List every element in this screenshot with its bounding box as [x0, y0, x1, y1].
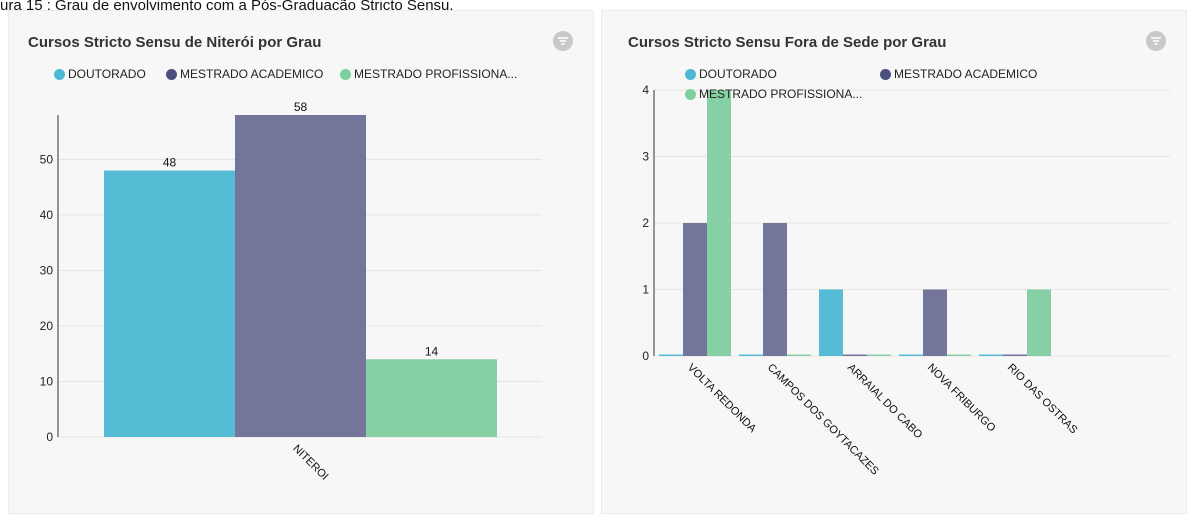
filter-icon[interactable] — [1146, 31, 1166, 51]
y-tick-label: 0 — [642, 349, 649, 363]
y-tick-label: 30 — [40, 263, 54, 277]
x-tick-label: NOVA FRIBURGO — [925, 362, 998, 435]
bar — [787, 354, 811, 356]
x-tick-label: RIO DAS OSTRAS — [1005, 362, 1080, 437]
y-tick-label: 4 — [642, 83, 649, 97]
legend-marker — [340, 68, 351, 80]
bar — [1003, 354, 1027, 356]
bar — [819, 289, 843, 356]
bar — [843, 354, 867, 356]
bar — [923, 289, 947, 356]
bar — [366, 359, 497, 437]
data-label: 58 — [294, 100, 308, 114]
data-label: 14 — [425, 344, 439, 358]
legend-item-doutorado[interactable]: DOUTORADO — [54, 67, 146, 81]
y-tick-label: 20 — [40, 319, 54, 333]
y-tick-label: 1 — [642, 283, 649, 297]
x-tick-label: NITEROI — [290, 443, 330, 483]
y-tick-label: 50 — [40, 152, 54, 166]
chart-panel-fora-de-sede: Cursos Stricto Sensu Fora de Sede por Gr… — [601, 10, 1187, 514]
bar — [899, 354, 923, 356]
legend-label: MESTRADO ACADEMICO — [180, 67, 324, 81]
bar — [707, 90, 731, 356]
chart-panel-niteroi: Cursos Stricto Sensu de Niterói por Grau… — [8, 10, 594, 514]
legend-marker — [166, 68, 177, 80]
legend-item-mestrado-profissional[interactable]: MESTRADO PROFISSIONA... — [685, 87, 862, 101]
bar — [659, 354, 683, 356]
chart-title: Cursos Stricto Sensu Fora de Sede por Gr… — [628, 34, 947, 51]
legend-label: MESTRADO ACADEMICO — [894, 67, 1038, 81]
legend-label: DOUTORADO — [699, 67, 777, 81]
bar — [235, 115, 366, 437]
y-tick-label: 40 — [40, 208, 54, 222]
legend-marker — [685, 68, 696, 80]
y-tick-label: 2 — [642, 216, 649, 230]
bar — [763, 223, 787, 356]
bar-chart-niteroi: 0 10 20 30 40 50 48 58 14 NITEROI — [40, 100, 542, 483]
legend-item-doutorado[interactable]: DOUTORADO — [685, 67, 777, 81]
bar — [947, 354, 971, 356]
bar — [867, 354, 891, 356]
bar — [739, 354, 763, 356]
x-tick-label: ARRAIAL DO CABO — [845, 362, 925, 442]
data-label: 48 — [163, 156, 177, 170]
legend-label: MESTRADO PROFISSIONA... — [354, 67, 518, 81]
legend-item-mestrado-profissional[interactable]: MESTRADO PROFISSIONA... — [340, 67, 517, 81]
y-tick-label: 3 — [642, 150, 649, 164]
bar — [104, 170, 235, 437]
legend-marker — [54, 68, 65, 80]
legend-label: MESTRADO PROFISSIONA... — [699, 87, 863, 101]
y-tick-label: 0 — [46, 430, 53, 444]
bar — [1027, 289, 1051, 356]
legend-item-mestrado-academico[interactable]: MESTRADO ACADEMICO — [880, 67, 1037, 81]
chart-title: Cursos Stricto Sensu de Niterói por Grau — [28, 34, 322, 51]
legend-item-mestrado-academico[interactable]: MESTRADO ACADEMICO — [166, 67, 323, 81]
legend-marker — [880, 68, 891, 80]
bar — [683, 223, 707, 356]
legend-label: DOUTORADO — [68, 67, 146, 81]
filter-icon[interactable] — [553, 31, 573, 51]
x-tick-label: VOLTA REDONDA — [685, 362, 759, 436]
bar — [979, 354, 1003, 356]
y-tick-label: 10 — [40, 374, 54, 388]
legend-marker — [685, 88, 696, 100]
